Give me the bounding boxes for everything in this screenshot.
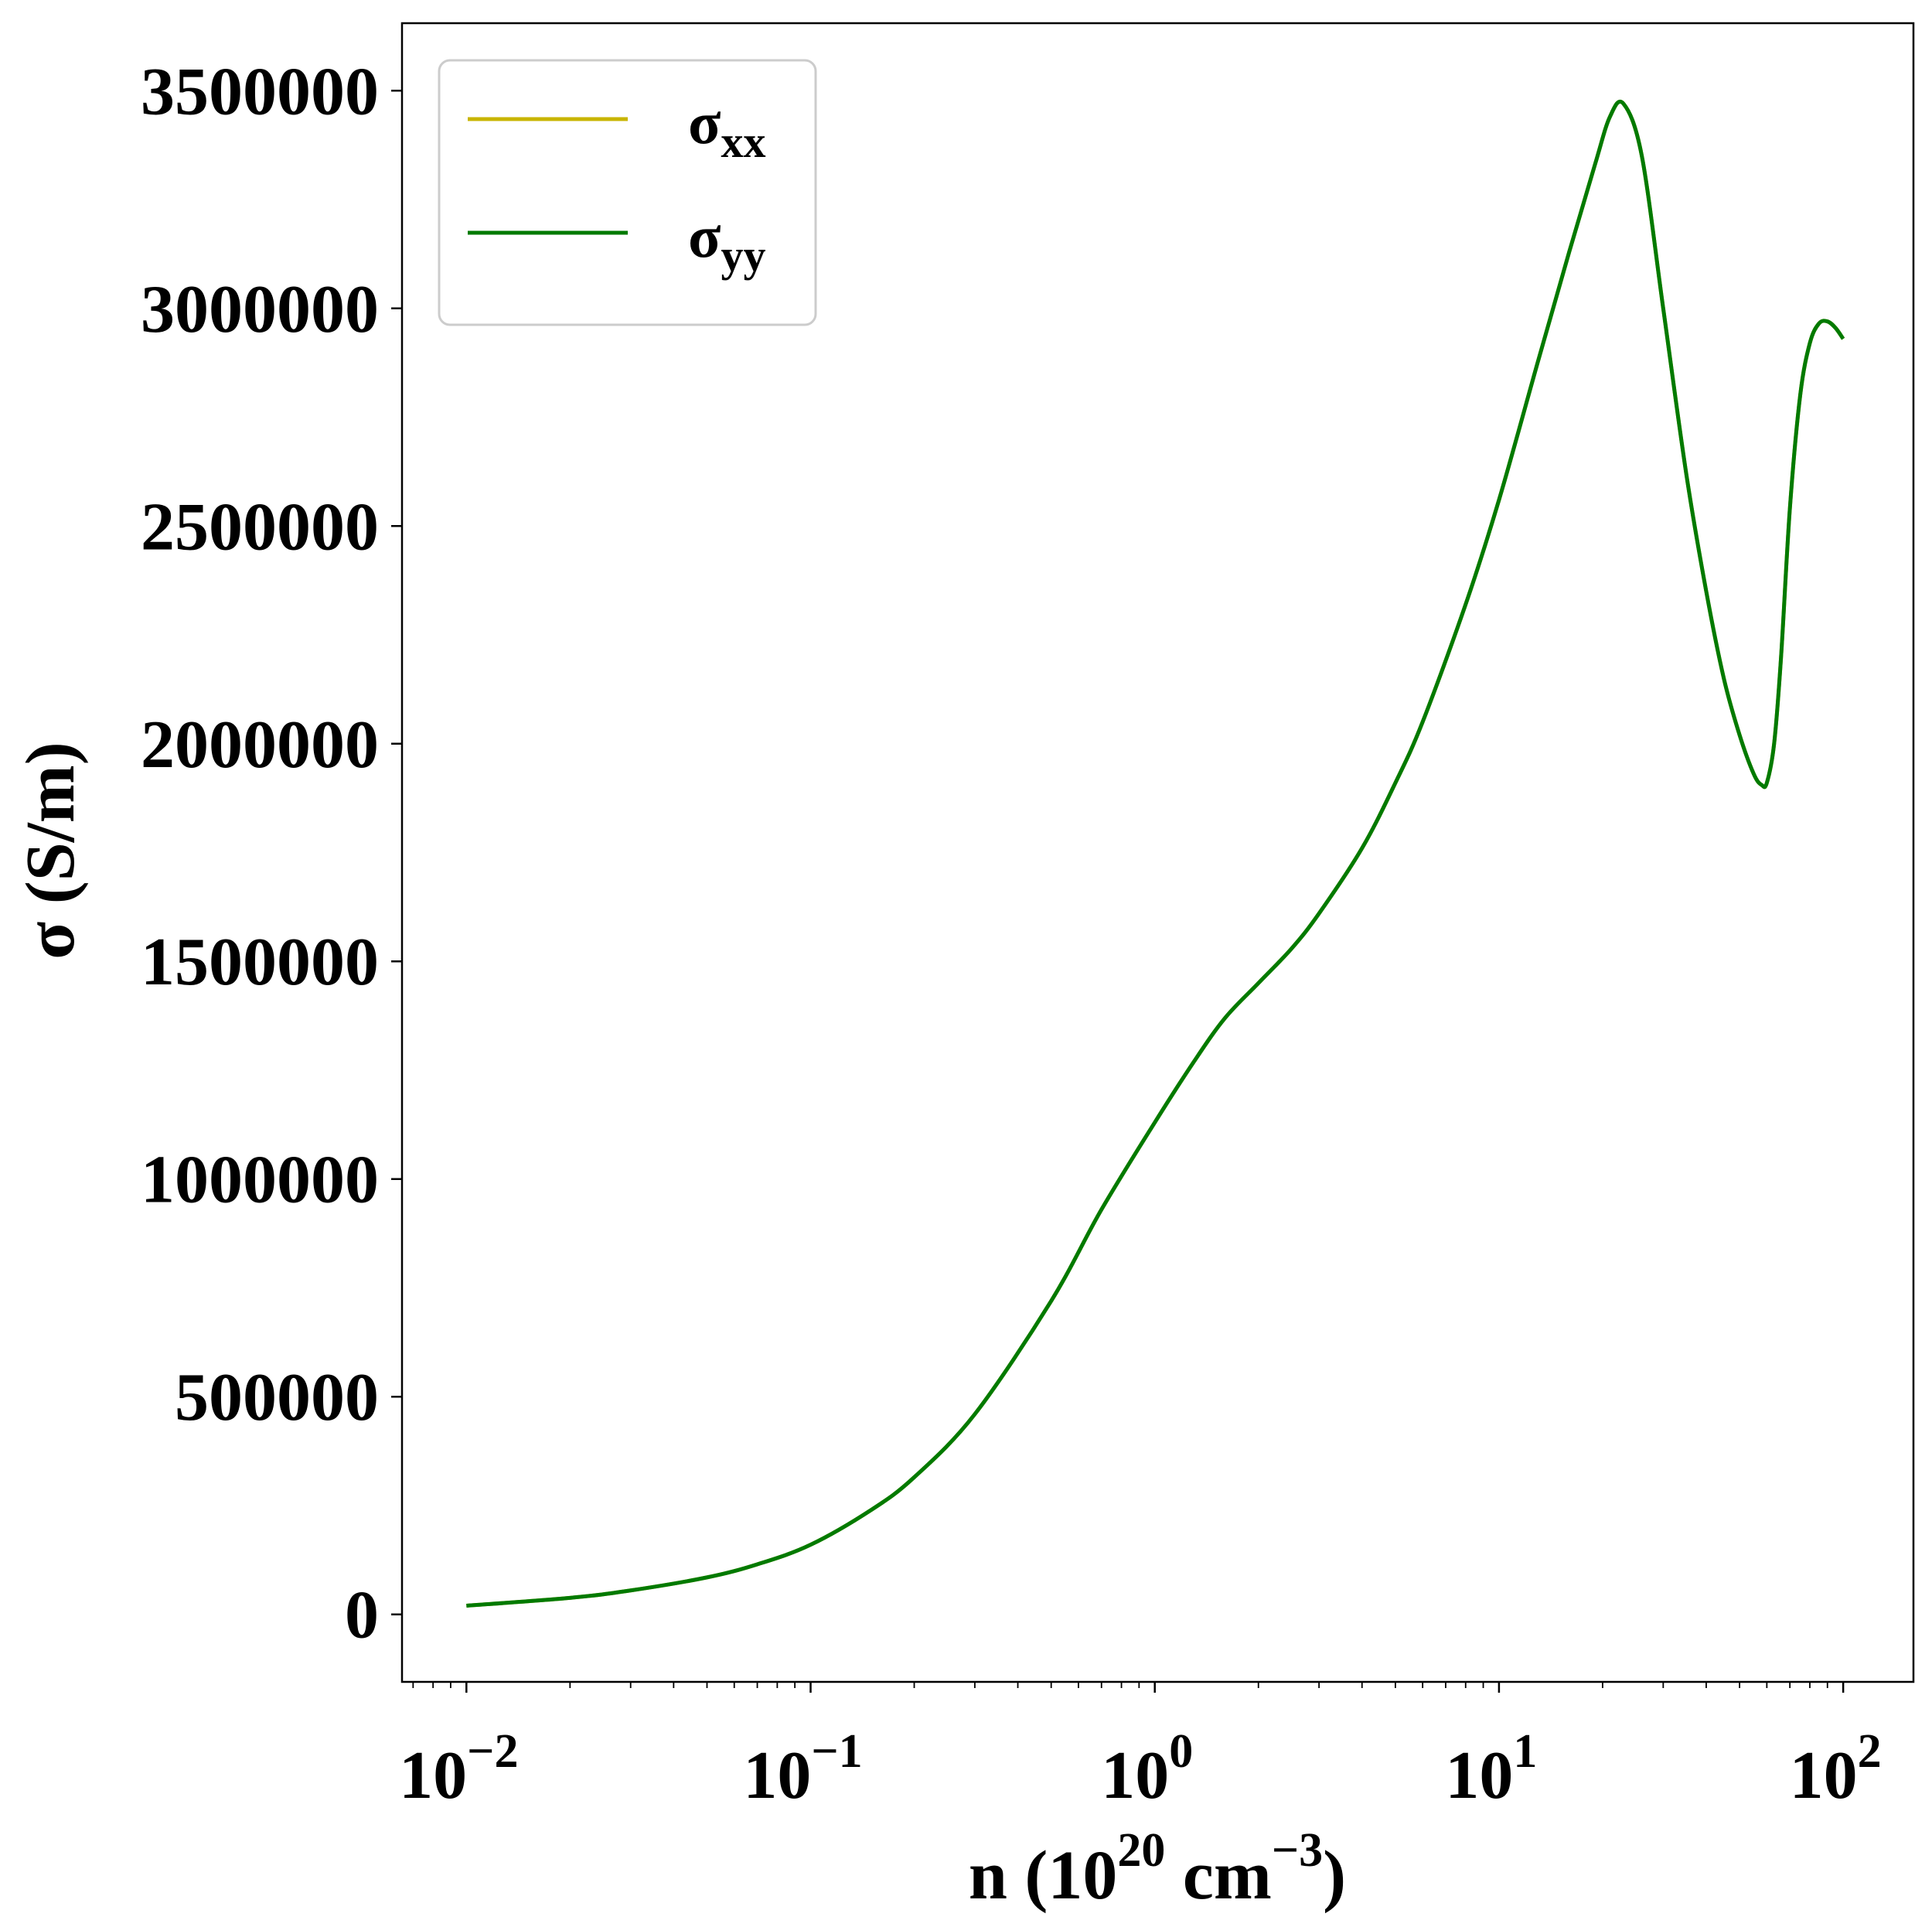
y-tick-label-2: 1000000 [141,1143,379,1218]
y-tick-label-7: 3500000 [141,54,379,129]
y-tick-label-4: 2000000 [141,708,379,783]
x-tick-label-4: 102 [1790,1725,1882,1813]
axis-ticks: 0 500000 1000000 1500000 2000000 2500000 30000… [141,54,1882,1813]
legend-box [438,59,817,326]
y-axis-label: σ (S/m) [12,742,89,959]
plot-frame [400,22,1915,1683]
y-tick-label-5: 2500000 [141,489,379,564]
x-tick-label-1: 10−1 [743,1725,862,1813]
x-tick-label-3: 101 [1445,1725,1537,1813]
series-line-sigma-yy [466,99,1845,1608]
series-lines [466,99,1845,1608]
y-tick-label-0: 0 [345,1578,379,1653]
x-tick-label-0: 10−2 [399,1725,518,1813]
y-tick-label-6: 3000000 [141,272,379,347]
legend-label-sigma-yy: σyy [688,203,765,281]
legend: σxx σyy [438,59,817,326]
x-axis-label: n (1020 cm−3) [969,1824,1346,1914]
y-tick-label-3: 1500000 [141,925,379,1000]
y-tick-label-1: 500000 [175,1360,379,1435]
x-tick-label-2: 100 [1101,1725,1193,1813]
legend-label-sigma-xx: σxx [688,89,765,167]
